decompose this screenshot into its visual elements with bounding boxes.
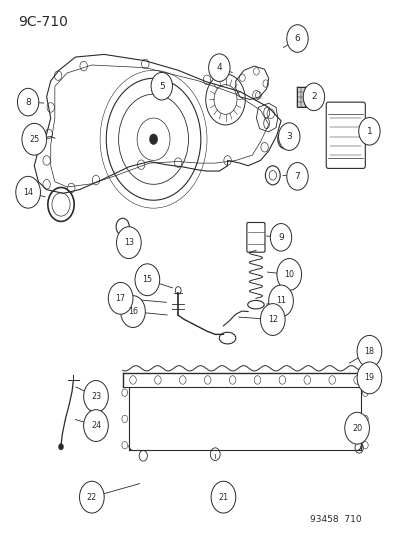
Text: 13: 13 xyxy=(123,238,133,247)
Circle shape xyxy=(286,163,307,190)
Circle shape xyxy=(149,134,157,144)
Text: 11: 11 xyxy=(275,296,285,305)
Circle shape xyxy=(83,381,108,413)
Text: 9C-710: 9C-710 xyxy=(18,14,68,29)
Circle shape xyxy=(356,335,381,367)
Text: 20: 20 xyxy=(351,424,361,433)
Text: 23: 23 xyxy=(91,392,101,401)
Text: 14: 14 xyxy=(23,188,33,197)
Circle shape xyxy=(278,123,299,150)
Circle shape xyxy=(270,223,291,251)
Bar xyxy=(297,87,308,108)
Circle shape xyxy=(276,259,301,290)
Text: 8: 8 xyxy=(25,98,31,107)
Text: 2: 2 xyxy=(310,92,316,101)
Circle shape xyxy=(116,227,141,259)
Text: 93458  710: 93458 710 xyxy=(309,515,361,523)
Text: 5: 5 xyxy=(159,82,164,91)
Text: 15: 15 xyxy=(142,275,152,284)
Circle shape xyxy=(344,413,368,444)
Circle shape xyxy=(151,72,172,100)
Circle shape xyxy=(58,443,63,450)
Text: 21: 21 xyxy=(218,492,228,502)
Circle shape xyxy=(302,83,324,111)
Text: 7: 7 xyxy=(294,172,299,181)
Text: 24: 24 xyxy=(91,421,101,430)
Circle shape xyxy=(16,176,40,208)
Circle shape xyxy=(17,88,39,116)
Text: 12: 12 xyxy=(267,315,277,324)
Circle shape xyxy=(108,282,133,314)
Circle shape xyxy=(208,54,230,82)
Circle shape xyxy=(22,123,47,155)
Text: 17: 17 xyxy=(115,294,126,303)
Text: 19: 19 xyxy=(363,373,374,382)
Circle shape xyxy=(358,117,379,145)
Circle shape xyxy=(120,296,145,327)
Text: 18: 18 xyxy=(363,347,373,356)
Circle shape xyxy=(211,481,235,513)
Text: 9: 9 xyxy=(278,233,283,242)
Text: 4: 4 xyxy=(216,63,222,72)
Circle shape xyxy=(135,264,159,296)
Text: 6: 6 xyxy=(294,34,299,43)
Circle shape xyxy=(286,25,307,52)
Text: 10: 10 xyxy=(284,270,294,279)
Circle shape xyxy=(83,410,108,441)
Circle shape xyxy=(260,304,285,335)
Text: 16: 16 xyxy=(128,307,138,316)
Text: 25: 25 xyxy=(29,135,39,144)
Circle shape xyxy=(79,481,104,513)
Text: 22: 22 xyxy=(86,492,97,502)
Text: 3: 3 xyxy=(286,132,292,141)
Text: 1: 1 xyxy=(366,127,371,136)
Circle shape xyxy=(268,285,293,317)
Circle shape xyxy=(356,362,381,394)
